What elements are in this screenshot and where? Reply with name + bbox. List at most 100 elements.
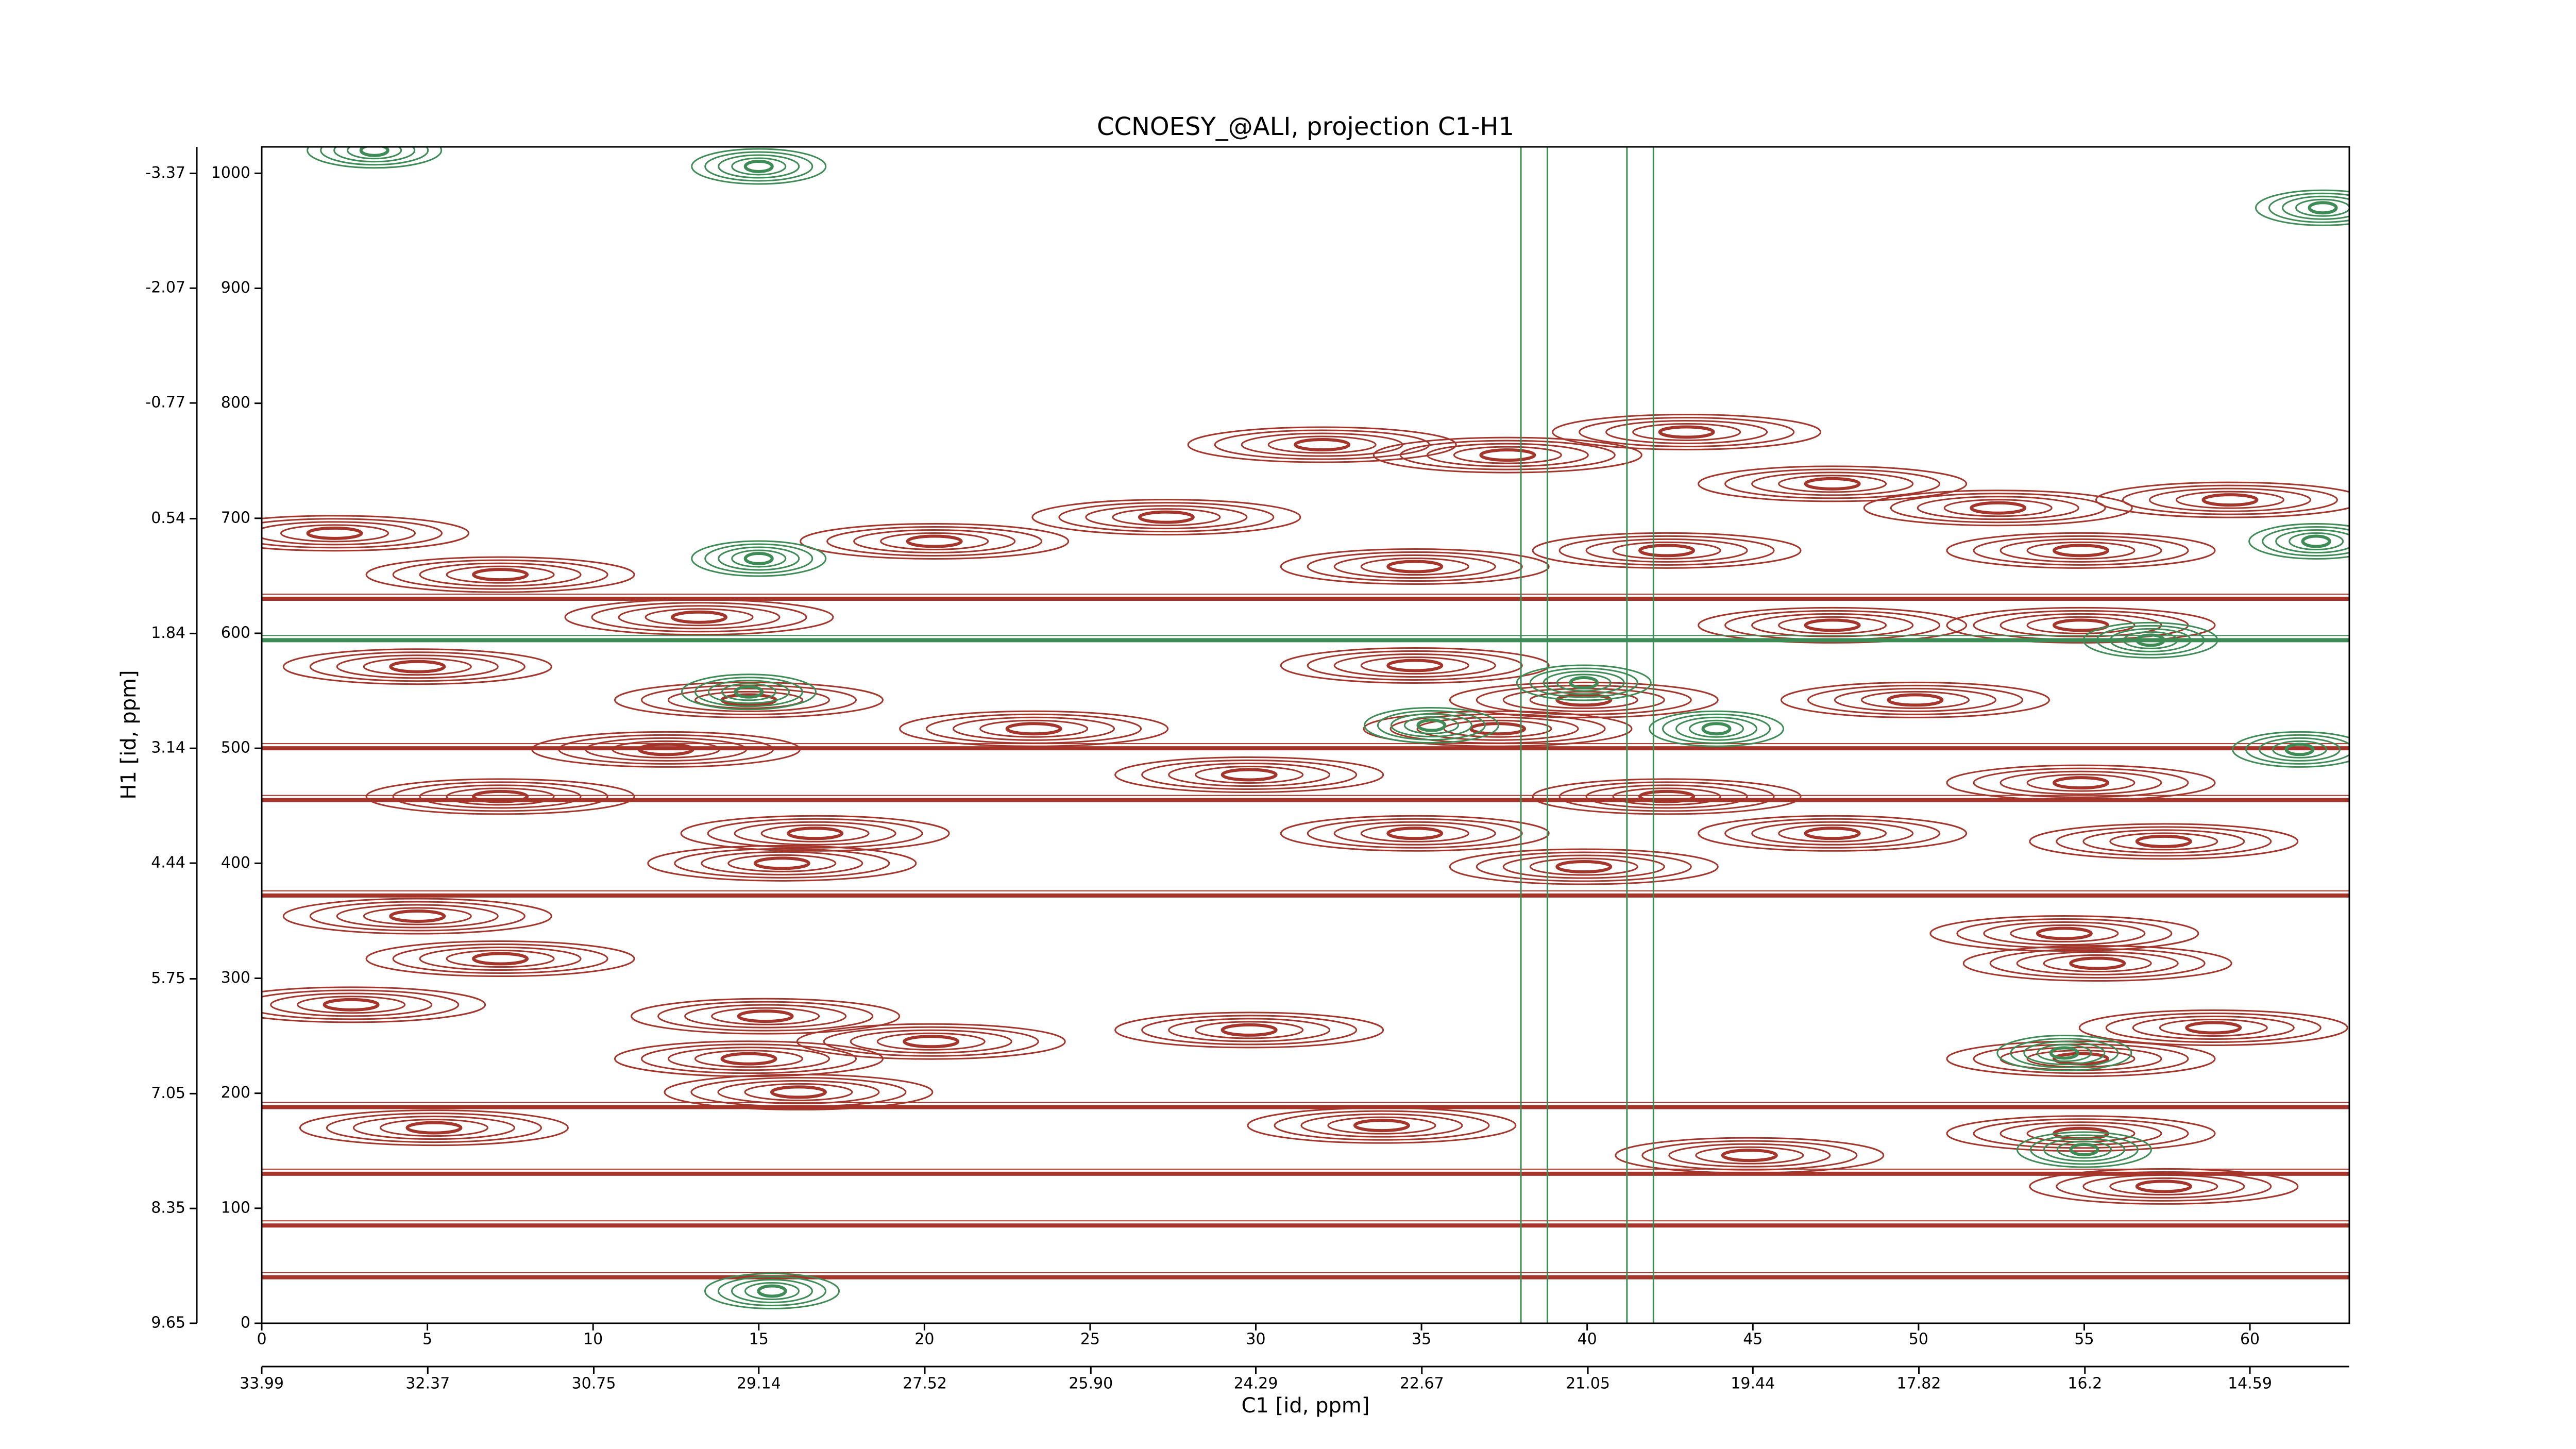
contour-level (1662, 713, 1771, 744)
contour-level (612, 740, 721, 759)
contour-peak (365, 940, 635, 978)
contour-level (2159, 1018, 2268, 1037)
x-tick-label: 35 (1412, 1330, 1431, 1349)
x-tick-label: 0 (257, 1330, 266, 1349)
contour-level (2272, 740, 2328, 759)
contour-level (1363, 710, 1633, 747)
contour-level (2056, 1140, 2112, 1159)
contour-level (1307, 818, 1523, 849)
contour-level (1556, 673, 1612, 692)
contour-level (1195, 1021, 1304, 1039)
contour-level (419, 947, 582, 971)
contour-level (1516, 664, 1652, 701)
y2-tick-label: 3.14 (151, 739, 185, 757)
contour-level (2016, 951, 2179, 975)
contour-level (2010, 924, 2119, 942)
contour-level (2262, 526, 2349, 557)
contour-level (2275, 529, 2349, 553)
contour-level (2029, 1134, 2139, 1165)
contour-level (1300, 1113, 1463, 1138)
y-tick-label: 400 (221, 854, 250, 872)
contour-level (2308, 201, 2338, 215)
contour-level (1612, 787, 1721, 806)
plot-frame (261, 146, 2350, 1324)
x-tick-label: 30 (1246, 1330, 1265, 1349)
contour-level (1005, 722, 1062, 736)
contour-level (392, 943, 608, 974)
contour-level (667, 1047, 830, 1071)
contour-level (262, 989, 460, 1020)
contour-peak (365, 556, 635, 593)
contour-level (1632, 423, 1741, 441)
contour-level (1721, 1149, 1778, 1162)
contour-level (1426, 443, 1589, 467)
contour-peak (681, 673, 817, 711)
contour-level (826, 526, 1043, 557)
contour-level (297, 996, 406, 1014)
contour-level (1294, 438, 1351, 452)
contour-peak (647, 845, 917, 882)
contour-level (1221, 768, 1278, 782)
contour-level (1638, 544, 1696, 558)
contour-level (1804, 618, 1861, 632)
contour-level (389, 909, 446, 923)
contour-level (1360, 656, 1469, 675)
contour-level (640, 1043, 857, 1074)
contour-level (657, 1001, 874, 1032)
contour-peak (704, 1273, 840, 1310)
contour-level (1804, 477, 1861, 491)
contour-level (1476, 851, 1692, 882)
contour-level (717, 1276, 826, 1307)
contour-level (564, 599, 834, 636)
contour-level (558, 734, 774, 765)
y2-tick-label: 4.44 (151, 854, 185, 872)
contour-level (850, 1029, 1012, 1054)
contour-level (389, 660, 446, 673)
contour-level (787, 827, 844, 840)
y-tick-label: 0 (241, 1314, 250, 1332)
contour-level (1532, 778, 1802, 815)
contour-level (1999, 613, 2162, 637)
contour-level (392, 559, 608, 590)
contour-level (2201, 493, 2259, 507)
contour-level (704, 543, 814, 574)
contour-level (707, 818, 923, 849)
contour-peak (365, 778, 635, 815)
contour-level (1360, 558, 1469, 576)
contour-peak (1247, 1107, 1517, 1144)
chart-title: CCNOESY_@ALI, projection C1-H1 (1097, 112, 1514, 141)
contour-level (674, 848, 890, 879)
y-tick-label: 500 (221, 739, 250, 757)
contour-level (760, 824, 870, 843)
x2-tick-label: 27.52 (903, 1375, 947, 1393)
contour-level (691, 148, 827, 185)
contour-peak (1516, 664, 1652, 701)
contour-level (2284, 743, 2315, 756)
contour-level (718, 154, 800, 179)
contour-level (262, 518, 443, 549)
contour-level (359, 147, 389, 157)
contour-level (1585, 784, 1748, 809)
contour-level (1449, 681, 1719, 718)
x2-tick-label: 32.37 (405, 1375, 450, 1393)
contour-level (1778, 616, 1887, 634)
y2-tick-label: 1.84 (151, 624, 185, 642)
contour-level (323, 998, 380, 1012)
contour-level (2109, 832, 2218, 851)
contour-level (262, 521, 416, 546)
contour-level (2105, 1012, 2321, 1043)
contour-level (1333, 653, 1496, 678)
contour-level (876, 1032, 986, 1051)
contour-level (1778, 475, 1887, 493)
contour-level (2259, 737, 2341, 762)
contour-peak (2029, 823, 2299, 860)
y2-tick-label: -2.07 (145, 279, 185, 297)
contour-level (753, 856, 810, 870)
contour-level (731, 157, 787, 176)
contour-level (299, 1109, 569, 1147)
contour-peak (282, 648, 552, 685)
contour-level (1274, 1110, 1490, 1141)
contour-level (2082, 829, 2245, 854)
contour-level (2185, 1021, 2242, 1035)
contour-level (1543, 670, 1625, 695)
